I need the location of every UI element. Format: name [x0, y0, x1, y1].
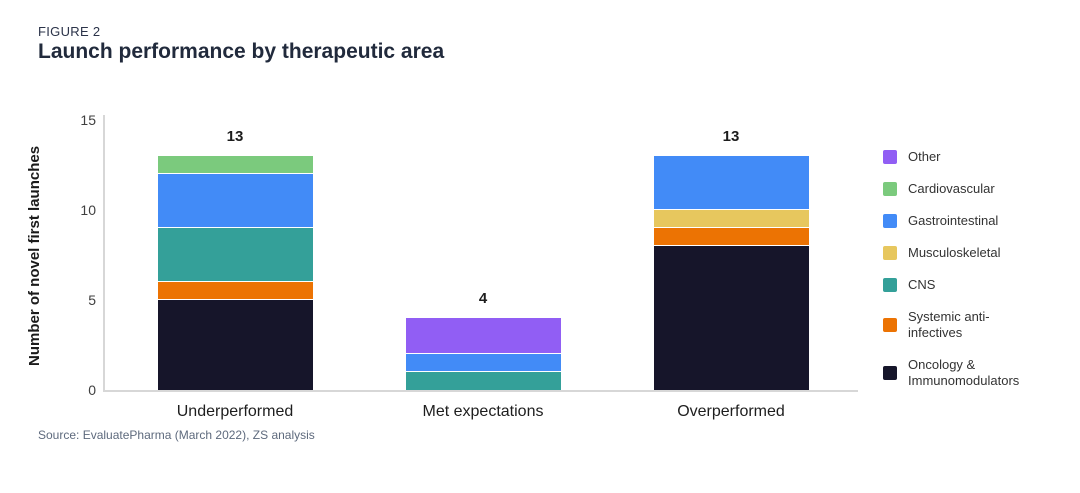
bar-segment-systemic-anti-infectives	[653, 228, 809, 246]
bar-total-met-expectations: 4	[478, 290, 488, 307]
legend-item-musculoskeletal: Musculoskeletal	[883, 245, 1026, 261]
bar-met-expectations	[405, 318, 561, 390]
legend-swatch-cardiovascular	[883, 182, 897, 196]
bar-segment-gastrointestinal	[405, 354, 561, 372]
legend-swatch-gastrointestinal	[883, 214, 897, 228]
legend-label-oncology-immunomodulators: Oncology & Immunomodulators	[908, 357, 1020, 388]
legend-item-systemic-anti-infectives: Systemic anti-infectives	[883, 309, 1026, 341]
legend-swatch-other	[883, 150, 897, 164]
legend-item-oncology-immunomodulators: Oncology & Immunomodulators	[883, 357, 1026, 389]
bar-overperformed	[653, 156, 809, 390]
y-tick-label-10: 10	[80, 202, 96, 218]
bar-segment-systemic-anti-infectives	[157, 282, 313, 300]
legend-item-cns: CNS	[883, 277, 1026, 293]
bar-total-overperformed: 13	[722, 128, 740, 145]
y-tick-label-0: 0	[88, 382, 96, 398]
bar-segment-oncology-immunomodulators	[653, 246, 809, 390]
source-note: Source: EvaluatePharma (March 2022), ZS …	[38, 428, 315, 442]
x-axis-label-underperformed: Underperformed	[176, 403, 294, 420]
bar-segment-cns	[157, 228, 313, 282]
bar-segment-cns	[405, 372, 561, 390]
x-axis-line	[103, 390, 858, 392]
legend-swatch-cns	[883, 278, 897, 292]
legend: Other Cardiovascular Gastrointestinal Muscu…	[883, 149, 1026, 389]
bar-segment-other	[405, 318, 561, 354]
bar-total-underperformed: 13	[226, 128, 244, 145]
legend-item-gastrointestinal: Gastrointestinal	[883, 213, 1026, 229]
chart-title: Launch performance by therapeutic area	[38, 40, 445, 63]
bar-segment-gastrointestinal	[653, 156, 809, 210]
y-axis-line	[103, 115, 105, 392]
legend-swatch-oncology-immunomodulators	[883, 366, 897, 380]
legend-label-musculoskeletal: Musculoskeletal	[908, 245, 1001, 260]
figure-label: FIGURE 2	[38, 24, 101, 39]
y-tick-label-15: 15	[80, 112, 96, 128]
legend-item-other: Other	[883, 149, 1026, 165]
bar-segment-musculoskeletal	[653, 210, 809, 228]
legend-swatch-musculoskeletal	[883, 246, 897, 260]
legend-swatch-systemic-anti-infectives	[883, 318, 897, 332]
legend-label-cardiovascular: Cardiovascular	[908, 181, 995, 196]
legend-item-cardiovascular: Cardiovascular	[883, 181, 1026, 197]
x-axis-label-met-expectations: Met expectations	[422, 403, 544, 420]
x-axis-label-overperformed: Overperformed	[677, 403, 785, 420]
bar-segment-oncology-immunomodulators	[157, 300, 313, 390]
legend-label-systemic-anti-infectives: Systemic anti-infectives	[908, 309, 990, 340]
bar-underperformed	[157, 156, 313, 390]
legend-label-other: Other	[908, 149, 941, 164]
bar-segment-gastrointestinal	[157, 174, 313, 228]
legend-label-gastrointestinal: Gastrointestinal	[908, 213, 999, 228]
y-tick-label-5: 5	[88, 292, 96, 308]
legend-label-cns: CNS	[908, 277, 936, 292]
bar-segment-cardiovascular	[157, 156, 313, 174]
